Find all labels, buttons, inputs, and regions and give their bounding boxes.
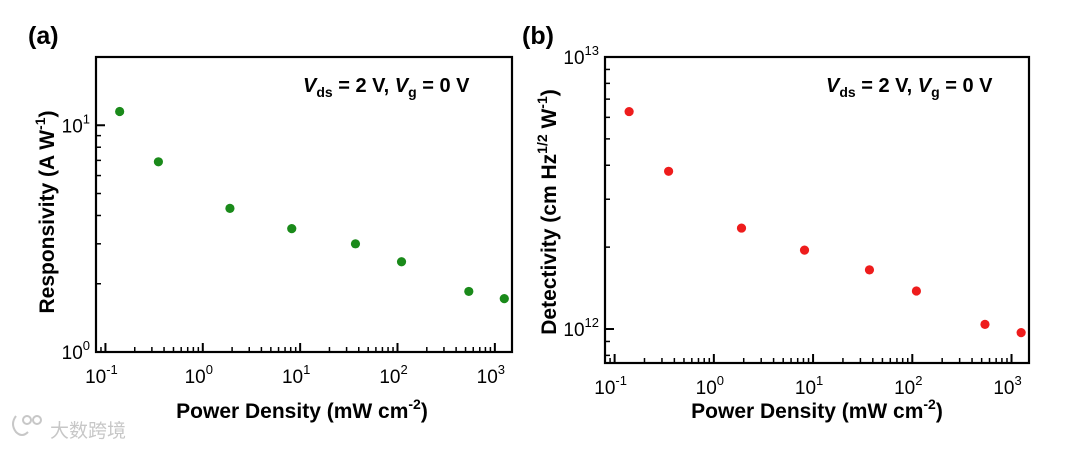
panel-a-data-points (115, 106, 509, 304)
panel-b-data-point-4 (864, 265, 875, 275)
panel-a-data-point-0 (115, 106, 125, 117)
panel-a-x-tick-label-2: 101 (282, 362, 310, 388)
panel-b-x-tick-label-1: 100 (696, 373, 724, 399)
panel-a-data-point-6 (464, 286, 474, 297)
panel-b-data-point-6 (980, 319, 990, 329)
panel-b-y-axis-title: Detectivity (cm Hz1/2 W-1) (534, 89, 561, 334)
panel-a-x-tick-label-1: 100 (185, 362, 213, 388)
watermark: 大数跨境 (12, 415, 126, 442)
panel-b-x-tick-label-2: 101 (795, 373, 823, 399)
panel-b-data-point-3 (799, 245, 810, 255)
panel-a-label: (a) (28, 22, 59, 50)
panel-b-data-point-2 (736, 223, 747, 233)
panel-b-label: (b) (522, 22, 554, 50)
panel-a-data-point-4 (350, 239, 361, 249)
panel-a-y-tick-label-1: 101 (62, 111, 90, 137)
panel-a-data-point-5 (396, 257, 407, 267)
panel-b-x-tick-label-0: 10-1 (594, 373, 627, 399)
panel-b-plot-frame (603, 55, 1031, 365)
panel-a-data-point-7 (499, 293, 509, 304)
panel-b-data-point-5 (911, 286, 922, 296)
panel-b-x-tick-label-4: 103 (993, 373, 1021, 399)
panel-a-x-axis-title: Power Density (mW cm-2) (176, 396, 428, 423)
panel-a-axis-ticks (96, 124, 496, 353)
panel-b-y-tick-label-1: 1013 (563, 43, 599, 69)
panel-b-data-point-7 (1016, 328, 1026, 338)
panel-b-x-axis-title: Power Density (mW cm-2) (691, 396, 943, 423)
panel-a-y-tick-labels: 100 101 (62, 111, 90, 364)
panel-b-data-points (624, 106, 1026, 338)
panel-a-x-tick-label-4: 103 (477, 362, 505, 388)
panel-a-x-tick-labels: 10-1 100 101 102 103 (85, 362, 505, 388)
panel-b-data-point-0 (624, 106, 634, 117)
panel-b-y-tick-labels: 1012 1013 (563, 43, 599, 341)
panel-a-annotation: Vds = 2 V, Vg = 0 V (303, 75, 470, 100)
panel-a-x-tick-label-3: 102 (379, 362, 407, 388)
panel-b-detectivity: (b) 10-1 100 101 102 103 1012 1013 Vds = 2 V,… (522, 22, 1031, 423)
panel-a-y-axis-title: Responsivity (A W-1) (32, 110, 59, 313)
panel-a-plot-frame (94, 55, 514, 354)
panel-a-y-tick-label-0: 100 (62, 338, 90, 364)
panel-a-data-point-3 (287, 224, 297, 234)
panel-b-annotation: Vds = 2 V, Vg = 0 V (826, 75, 993, 100)
watermark-logo-icon (12, 415, 42, 436)
panel-a-data-point-1 (153, 157, 164, 167)
panel-b-axis-ticks (605, 56, 1013, 363)
panel-b-data-point-1 (664, 166, 674, 176)
panel-b-y-tick-label-0: 1012 (563, 315, 599, 341)
watermark-text: 大数跨境 (50, 420, 126, 442)
panel-b-x-tick-label-3: 102 (894, 373, 922, 399)
panel-a-x-tick-label-0: 10-1 (85, 362, 118, 388)
panel-a-data-point-2 (225, 203, 235, 213)
panel-b-x-tick-labels: 10-1 100 101 102 103 (594, 373, 1021, 399)
